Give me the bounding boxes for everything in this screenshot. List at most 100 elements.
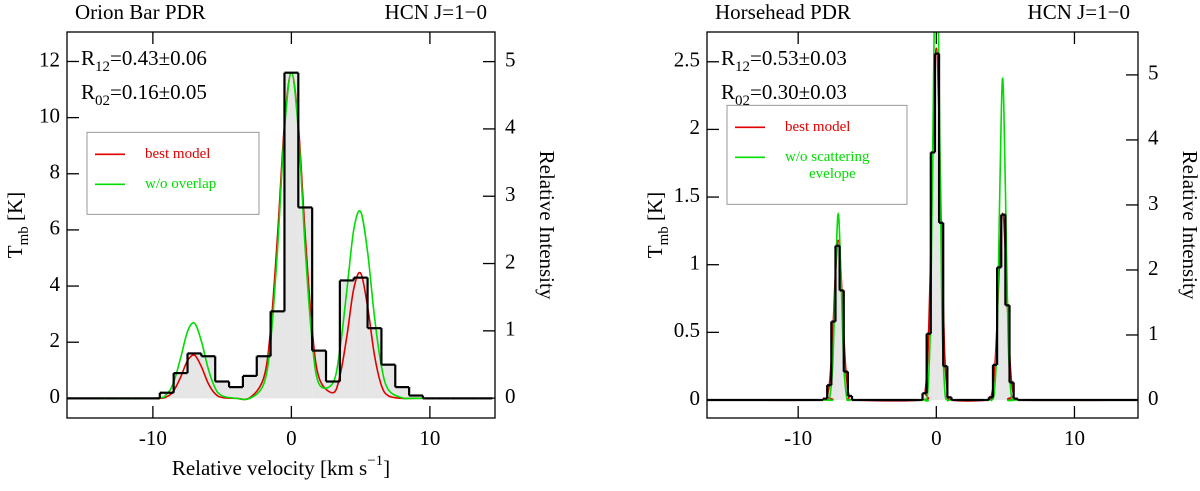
histogram-bar <box>943 366 948 401</box>
histogram-bar <box>827 385 832 401</box>
panel-title: HCN J=1−0 <box>385 0 487 24</box>
histogram-bar <box>381 364 396 399</box>
y-tick-label: 2 <box>50 328 61 352</box>
panel-title: HCN J=1−0 <box>1028 0 1130 24</box>
plot-area <box>67 71 493 401</box>
x-tick-label: -10 <box>139 426 167 450</box>
annotation-part: =0.30±0.03 <box>750 80 847 104</box>
x-tick-label: 10 <box>1064 426 1085 450</box>
y-axis-label-part: T <box>3 245 27 258</box>
histogram-bar <box>173 373 188 399</box>
histogram-bar <box>284 72 299 399</box>
legend-label: evelope <box>809 166 856 182</box>
x-tick-label: 0 <box>931 426 942 450</box>
y-axis-label-part: [K] <box>643 192 667 226</box>
histogram-bar <box>835 245 840 401</box>
y-tick-label: 2 <box>690 115 701 139</box>
histogram-bar <box>1005 305 1010 401</box>
y2-tick-label: 4 <box>1148 126 1159 150</box>
plot-frame <box>706 31 1139 419</box>
histogram-bar <box>839 290 844 401</box>
histogram-bar <box>270 311 285 399</box>
annotation: R02=0.16±0.05 <box>81 80 207 110</box>
model-line <box>707 47 1138 402</box>
y-tick-label: 0 <box>50 384 61 408</box>
histogram-bar <box>934 53 940 401</box>
y-axis-label: Tmb [K] <box>3 192 33 258</box>
y2-tick-label: 0 <box>505 384 516 408</box>
legend-label: best model <box>145 146 210 162</box>
y2-tick-label: 2 <box>1148 256 1159 280</box>
annotation-part: R <box>81 46 95 70</box>
annotation: R12=0.53±0.03 <box>721 46 847 76</box>
histogram-bar <box>201 356 216 399</box>
histogram-bar <box>847 395 853 401</box>
y-tick-label: 10 <box>39 103 60 127</box>
y-tick-label: 1 <box>690 251 701 275</box>
annotation-part: 12 <box>735 59 750 75</box>
x-axis-label-part: −1 <box>367 453 383 469</box>
y2-tick-label: 0 <box>1148 386 1159 410</box>
legend-label: w/o scattering <box>785 149 870 165</box>
histogram-bar <box>395 387 410 399</box>
y2-axis-label: Relative Intensity <box>535 151 559 300</box>
y-tick-label: 2.5 <box>674 48 700 72</box>
x-tick-label: -10 <box>784 426 812 450</box>
panel-title: Orion Bar PDR <box>75 0 206 24</box>
y2-tick-label: 3 <box>1148 191 1159 215</box>
x-axis-label: Relative velocity [km s−1] <box>172 453 390 479</box>
y-axis-label-part: T <box>643 245 667 258</box>
plot-area <box>707 32 1138 402</box>
y-axis-label-part: mb <box>16 226 32 245</box>
legend-box <box>86 131 260 215</box>
annotation-part: R <box>721 46 735 70</box>
annotation-part: R <box>81 80 95 104</box>
y-tick-label: 0.5 <box>674 318 700 342</box>
x-axis-label-part: Relative velocity [km s <box>172 456 367 480</box>
plot-frame <box>66 31 496 419</box>
histogram-bar <box>922 393 927 401</box>
y-axis-label-part: mb <box>656 226 672 245</box>
annotation-part: R <box>721 80 735 104</box>
histogram-bar <box>367 328 382 399</box>
panel-title: Horsehead PDR <box>715 0 851 24</box>
annotation-part: =0.53±0.03 <box>750 46 847 70</box>
legend-box <box>726 104 908 205</box>
histogram-bar <box>187 353 202 399</box>
histogram-bar <box>229 387 243 399</box>
x-tick-label: 10 <box>419 426 440 450</box>
model-line <box>69 71 493 401</box>
y-tick-label: 0 <box>690 386 701 410</box>
y2-tick-label: 2 <box>505 249 516 273</box>
y-tick-label: 8 <box>50 160 61 184</box>
y2-tick-label: 5 <box>505 47 516 71</box>
legend-label: best model <box>785 119 850 135</box>
legend-label: w/o overlap <box>145 176 216 192</box>
x-tick-label: 0 <box>286 426 297 450</box>
histogram-bar <box>242 375 257 399</box>
histogram-bar <box>159 392 174 399</box>
y2-tick-label: 1 <box>505 317 516 341</box>
y-tick-label: 1.5 <box>674 183 700 207</box>
y2-tick-label: 1 <box>1148 321 1159 345</box>
annotation-part: =0.43±0.06 <box>110 46 207 70</box>
y-tick-label: 12 <box>39 47 60 71</box>
y-axis-label: Tmb [K] <box>643 192 673 258</box>
model-line <box>707 32 1138 402</box>
annotation-part: 02 <box>95 93 110 109</box>
histogram-bar <box>997 267 1002 401</box>
histogram-bar <box>353 277 368 399</box>
annotation-part: 12 <box>95 59 110 75</box>
y2-tick-label: 3 <box>505 182 516 206</box>
y2-tick-label: 4 <box>505 115 516 139</box>
annotation: R12=0.43±0.06 <box>81 46 207 76</box>
y2-tick-label: 5 <box>1148 61 1159 85</box>
annotation-part: =0.16±0.05 <box>110 80 207 104</box>
histogram-bar <box>409 395 423 399</box>
x-axis-label-part: ] <box>383 456 390 480</box>
histogram-bar <box>930 152 935 401</box>
histogram-bar <box>326 381 340 399</box>
